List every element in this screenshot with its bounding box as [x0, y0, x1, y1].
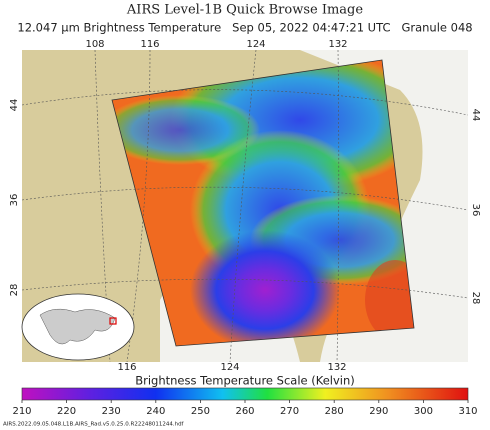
coord-label: 108 — [85, 39, 104, 50]
coord-label: 132 — [327, 362, 346, 373]
filename: AIRS.2022.09.05.048.L1B.AIRS_Rad.v5.0.25… — [3, 422, 185, 428]
coord-label: 132 — [328, 39, 347, 50]
colorbar-tick-label: 290 — [369, 406, 388, 417]
colorbar-tick-label: 260 — [235, 406, 254, 417]
map — [21, 49, 469, 363]
colorbar-tick-label: 310 — [458, 406, 477, 417]
sea — [300, 50, 468, 362]
coord-label: 124 — [246, 39, 265, 50]
colorbar-tick-label: 220 — [57, 406, 76, 417]
colorbar-tick-label: 240 — [146, 406, 165, 417]
colorbar — [21, 387, 469, 401]
colorbar-tick-label: 300 — [414, 406, 433, 417]
colorbar-tick-label: 280 — [325, 406, 344, 417]
coord-label: 116 — [140, 39, 159, 50]
coord-label: 124 — [220, 362, 239, 373]
colorbar-title: Brightness Temperature Scale (Kelvin) — [135, 374, 355, 388]
subtitle: 12.047 μm Brightness Temperature Sep 05,… — [17, 21, 472, 35]
coord-label: 116 — [117, 362, 136, 373]
colorbar-tick-label: 270 — [280, 406, 299, 417]
coord-label: 36 — [470, 204, 481, 217]
coord-label: 36 — [9, 194, 20, 207]
colorbar-tick-label: 210 — [12, 406, 31, 417]
inset-globe — [21, 293, 135, 361]
colorbar-tick-label: 230 — [102, 406, 121, 417]
graticule — [21, 49, 469, 363]
colorbar-tick-label: 250 — [191, 406, 210, 417]
title: AIRS Level-1B Quick Browse Image — [126, 3, 363, 18]
coord-label: 44 — [9, 99, 20, 112]
coord-label: 44 — [470, 109, 481, 122]
coord-label: 28 — [470, 292, 481, 305]
coord-label: 28 — [9, 284, 20, 297]
swath — [112, 60, 414, 346]
